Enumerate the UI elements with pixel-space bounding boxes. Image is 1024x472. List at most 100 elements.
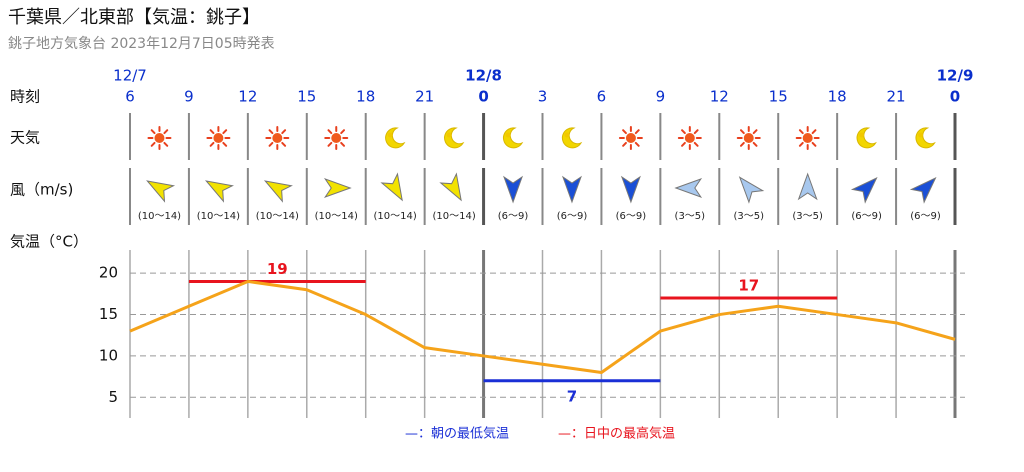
y-tick-label: 5	[108, 388, 118, 406]
wind-arrow	[620, 175, 641, 204]
moon-icon	[502, 127, 524, 149]
wind-speed: (6〜9)	[851, 211, 882, 222]
sun-icon	[618, 126, 643, 150]
sun-icon	[795, 126, 820, 150]
sun-icon	[324, 126, 349, 150]
hour-label: 12	[238, 88, 257, 106]
sun-ray	[811, 129, 817, 135]
wind-speed: (6〜9)	[498, 211, 529, 222]
wind-speed: (3〜5)	[675, 211, 706, 222]
hour-label: 9	[184, 88, 194, 106]
hour-label: 9	[656, 88, 666, 106]
y-tick-label: 10	[99, 346, 118, 364]
hour-label: 3	[538, 88, 548, 106]
sun-core	[684, 133, 695, 143]
wind-speed: (6〜9)	[910, 211, 941, 222]
date-label: 12/8	[465, 67, 502, 85]
sun-core	[743, 133, 754, 143]
legend-entry: —：朝の最低気温	[405, 426, 509, 442]
wind-speed: (6〜9)	[557, 211, 588, 222]
date-label: 12/7	[113, 67, 147, 85]
sun-icon	[206, 126, 231, 150]
sun-ray	[150, 129, 156, 135]
sun-ray	[209, 129, 215, 135]
moon-icon	[915, 127, 936, 149]
hour-label: 21	[415, 88, 434, 106]
moon-star	[387, 132, 393, 138]
temp-extreme-label: 7	[567, 387, 577, 405]
wind-speed: (10〜14)	[138, 211, 181, 222]
wind-speed: (10〜14)	[315, 211, 358, 222]
hour-label: 21	[887, 88, 906, 106]
hour-label: 15	[297, 88, 316, 106]
sun-ray	[150, 141, 156, 147]
sun-ray	[327, 129, 333, 135]
sun-ray	[811, 141, 817, 147]
moon-icon	[385, 127, 406, 149]
date-label: 12/9	[937, 67, 974, 85]
sun-ray	[681, 129, 686, 135]
sun-icon	[265, 126, 290, 150]
sun-ray	[739, 129, 745, 135]
moon-star	[564, 132, 570, 138]
hour-label: 6	[597, 88, 607, 106]
page-subtitle: 銚子地方気象台 2023年12月7日05時発表	[8, 36, 275, 52]
moon-star	[446, 132, 452, 138]
hour-label: 0	[950, 88, 960, 106]
wind-arrow	[204, 180, 234, 203]
temperature-line	[129, 279, 956, 374]
sun-ray	[752, 141, 758, 147]
wind-arrow	[797, 172, 818, 201]
wind-arrow	[909, 177, 937, 204]
wind-arrow	[850, 177, 878, 204]
sun-icon	[677, 126, 702, 150]
sun-ray	[739, 141, 745, 147]
wind-speed: (10〜14)	[256, 211, 299, 222]
y-tick-label: 20	[99, 264, 118, 282]
wind-speed: (10〜14)	[374, 211, 417, 222]
hour-label: 6	[125, 88, 135, 106]
sun-ray	[281, 141, 287, 147]
wind-arrow	[323, 178, 352, 198]
sun-ray	[163, 141, 169, 147]
wind-speed: (10〜14)	[432, 211, 475, 222]
sun-ray	[634, 129, 640, 135]
hour-label: 0	[478, 88, 488, 106]
sun-ray	[693, 129, 699, 135]
wind-speed: (3〜5)	[792, 211, 823, 222]
hour-label: 18	[356, 88, 375, 106]
sun-core	[213, 133, 224, 143]
wind-speed: (6〜9)	[616, 211, 647, 222]
sun-core	[331, 133, 342, 143]
sun-ray	[798, 141, 804, 147]
row-label: 時刻	[10, 88, 40, 106]
wind-arrow	[380, 172, 403, 202]
sun-ray	[798, 129, 804, 135]
sun-core	[272, 133, 283, 143]
temp-extreme-label: 17	[738, 277, 759, 295]
sun-ray	[209, 141, 215, 147]
moon-star	[859, 132, 865, 138]
temp-extreme-label: 19	[267, 260, 288, 278]
sun-ray	[222, 129, 228, 135]
wind-arrow	[439, 172, 462, 202]
sun-icon	[736, 126, 761, 150]
sun-ray	[622, 141, 627, 147]
row-label: 天気	[10, 129, 40, 147]
row-label: 風（m/s)	[10, 181, 73, 199]
sun-core	[154, 133, 165, 143]
wind-arrow	[263, 180, 293, 203]
wind-arrow	[738, 176, 765, 204]
hour-label: 18	[828, 88, 847, 106]
wind-arrow	[503, 175, 524, 204]
moon-icon	[856, 127, 877, 149]
sun-ray	[634, 141, 640, 147]
sun-ray	[281, 129, 287, 135]
sun-ray	[222, 141, 228, 147]
temp-extreme-line	[188, 279, 838, 300]
wind-arrow	[674, 178, 703, 198]
y-tick-label: 15	[99, 305, 118, 323]
sun-ray	[752, 129, 758, 135]
